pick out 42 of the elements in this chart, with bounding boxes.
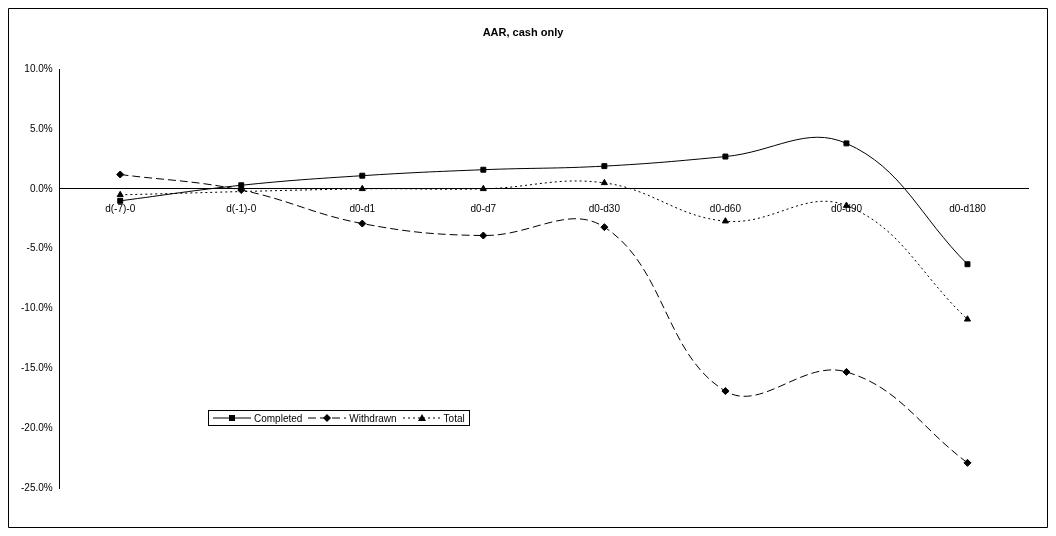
point [843,140,850,147]
point [721,217,729,224]
x-tick-label: d0-d180 [949,202,987,214]
y-tick-label: -20.0% [21,421,53,433]
point [358,184,366,192]
x-tick-label: d0-d7 [470,202,497,214]
point [359,172,366,179]
y-tick-label: -10.0% [21,302,53,314]
x-tick-label: d0-d1 [349,202,376,214]
point [601,163,608,170]
point [238,182,245,189]
y-tick-label: -15.0% [21,362,53,374]
point [237,186,246,195]
point [600,178,608,186]
point [116,170,125,179]
point [479,231,488,240]
point [116,190,124,198]
x-tick-label: d(-7)-0 [105,202,136,214]
point [479,184,487,192]
point [358,219,367,228]
y-tick-label: 5.0% [29,122,53,134]
x-tick-label: d(-1)-0 [226,202,257,214]
point [964,261,971,268]
y-tick-label: -25.0% [21,481,53,493]
point [963,315,972,322]
point [722,153,729,160]
y-tick-label: -5.0% [26,242,53,254]
chart-title: AAR, cash only [482,25,565,38]
y-tick-label: 0.0% [29,182,53,194]
point [721,387,730,396]
x-tick-label: d0-d30 [588,202,621,214]
point [480,166,487,173]
point [842,367,851,376]
x-tick-label: d0-d60 [709,202,742,214]
y-tick-label: 10.0% [24,62,53,74]
legend-label: Completed [254,412,303,424]
x-tick-label: d0-d90 [830,202,863,214]
legend-label: Withdrawn [349,412,397,424]
point [117,197,124,204]
point [600,223,609,232]
legend-label: Total [443,412,465,424]
point [963,458,972,467]
